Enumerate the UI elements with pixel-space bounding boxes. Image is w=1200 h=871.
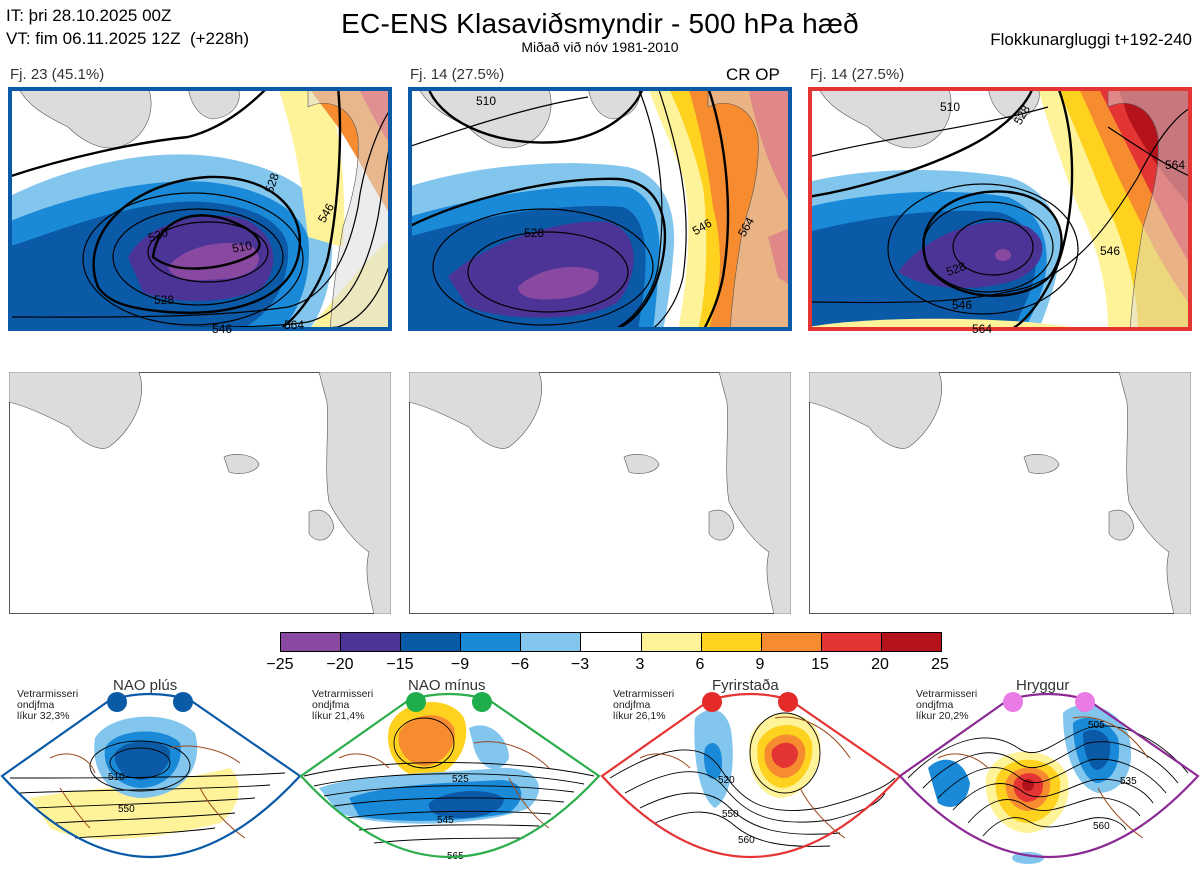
page-subtitle: Miðað við nóv 1981-2010	[521, 39, 679, 55]
cluster-1-map	[8, 87, 392, 331]
colorbar-swatch	[281, 633, 342, 651]
colorbar-tick: −25	[266, 656, 294, 673]
colorbar-swatch	[881, 633, 942, 651]
colorbar-swatch	[521, 633, 582, 651]
cluster-2-label: Fj. 14 (27.5%)	[410, 66, 505, 83]
colorbar-tick: 9	[755, 656, 765, 673]
colorbar-tick: 15	[811, 656, 829, 673]
cluster-3-map	[808, 87, 1192, 331]
pattern-4-dot	[1003, 692, 1023, 712]
empty-map-2	[409, 372, 791, 614]
pattern-4-dot	[1075, 692, 1095, 712]
pattern-3-title: Fyrirstaða	[712, 677, 779, 694]
pattern-3-contour: 550	[722, 809, 739, 820]
cluster-2-contour-label: 528	[524, 226, 545, 240]
pattern-2-contour: 525	[452, 774, 469, 785]
pattern-3-map: 520 550 560	[600, 688, 902, 871]
colorbar-tick: 20	[871, 656, 889, 673]
colorbar-tick: 3	[635, 656, 645, 673]
pattern-1-note: Vetrarmisseri ondjfma líkur 32,3%	[17, 688, 79, 722]
cluster-3-contour-label: 546	[952, 298, 973, 312]
pattern-2-note: Vetrarmisseri ondjfma líkur 21,4%	[312, 688, 374, 722]
empty-map-3	[809, 372, 1191, 614]
colorbar-swatch	[761, 633, 822, 651]
pattern-4-contour: 505	[1088, 720, 1105, 731]
pattern-2-contour: 545	[437, 815, 454, 826]
cluster-2-op-label: CR OP	[726, 65, 780, 84]
pattern-3-contour: 520	[718, 775, 735, 786]
pattern-4-title: Hryggur	[1016, 677, 1070, 694]
empty-map-1	[9, 372, 391, 614]
colorbar-swatch	[581, 633, 642, 651]
cluster-2-map	[408, 87, 792, 331]
pattern-4-contour: 535	[1120, 776, 1137, 787]
colorbar-swatch	[641, 633, 702, 651]
colorbar	[280, 632, 942, 652]
pattern-4-note: Vetrarmisseri ondjfma líkur 20,2%	[916, 688, 978, 722]
cluster-1-contour-label: 528	[154, 293, 175, 307]
pattern-3-dot	[778, 692, 798, 712]
cluster-3-contour-label: 564	[972, 322, 993, 336]
valid-time: VT: fim 06.11.2025 12Z (+228h)	[6, 29, 250, 48]
pattern-2-dot	[472, 692, 492, 712]
pattern-2-map: 525 545 565	[299, 688, 601, 871]
pattern-4-map: 505 535 560	[898, 688, 1200, 871]
pattern-1-dot	[107, 692, 127, 712]
colorbar-tick: −3	[570, 656, 590, 673]
classification-window: Flokkunargluggi t+192-240	[990, 30, 1192, 49]
cluster-1-contour-label: 564	[284, 318, 305, 332]
cluster-1-label: Fj. 23 (45.1%)	[10, 66, 105, 83]
pattern-3-dot	[702, 692, 722, 712]
cluster-2-contour-label: 510	[476, 94, 497, 108]
cluster-3-label: Fj. 14 (27.5%)	[810, 66, 905, 83]
pattern-1-contour: 550	[118, 804, 135, 815]
colorbar-tick: 6	[695, 656, 705, 673]
pattern-1-map: 510 550	[0, 688, 302, 871]
colorbar-swatch	[461, 633, 522, 651]
pattern-4-contour: 560	[1093, 821, 1110, 832]
colorbar-tick: 25	[931, 656, 949, 673]
pattern-3-contour: 560	[738, 835, 755, 846]
cluster-3-contour-label: 564	[1165, 158, 1186, 172]
colorbar-tick: −20	[326, 656, 354, 673]
colorbar-tick: −15	[386, 656, 414, 673]
page-title: EC-ENS Klasaviðsmyndir - 500 hPa hæð	[341, 8, 859, 39]
pattern-1-contour: 510	[108, 772, 125, 783]
pattern-1-dot	[173, 692, 193, 712]
cluster-3-contour-label: 546	[1100, 244, 1121, 258]
colorbar-swatch	[701, 633, 762, 651]
pattern-2-dot	[406, 692, 426, 712]
pattern-3-note: Vetrarmisseri ondjfma líkur 26,1%	[613, 688, 675, 722]
run-info: IT: þri 28.10.2025 00Z VT: fim 06.11.2025…	[6, 4, 249, 50]
colorbar-swatch	[821, 633, 882, 651]
pattern-1-title: NAO plús	[113, 677, 178, 694]
cluster-1-contour-label: 546	[212, 322, 233, 336]
colorbar-swatch	[341, 633, 402, 651]
pattern-2-title: NAO mínus	[408, 677, 486, 694]
colorbar-swatch	[401, 633, 462, 651]
cluster-3-contour-label: 510	[940, 100, 961, 114]
colorbar-tick: −9	[450, 656, 470, 673]
colorbar-tick: −6	[510, 656, 530, 673]
init-time: IT: þri 28.10.2025 00Z	[6, 6, 172, 25]
